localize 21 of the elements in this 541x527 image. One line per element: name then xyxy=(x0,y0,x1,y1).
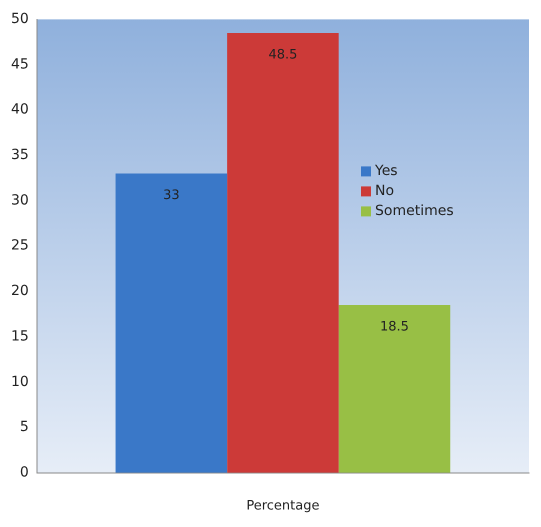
data-label: 33 xyxy=(163,188,180,203)
y-tick-label: 45 xyxy=(10,56,29,72)
x-axis-title: Percentage xyxy=(246,498,320,514)
legend-label: No xyxy=(375,183,394,200)
bar xyxy=(338,305,450,473)
legend-label: Yes xyxy=(374,163,398,180)
bar xyxy=(116,174,228,473)
data-label: 48.5 xyxy=(268,47,298,62)
y-tick-label: 0 xyxy=(20,464,29,480)
y-tick-label: 20 xyxy=(10,283,29,300)
bar xyxy=(227,33,339,473)
data-label: 18.5 xyxy=(380,319,409,334)
y-tick-label: 25 xyxy=(10,238,29,254)
y-tick-label: 15 xyxy=(10,328,29,344)
y-tick-label: 40 xyxy=(10,102,29,118)
y-tick-label: 5 xyxy=(20,419,29,436)
y-tick-label: 50 xyxy=(10,11,29,28)
y-tick-label: 10 xyxy=(10,374,29,390)
y-tick-label: 30 xyxy=(10,192,29,208)
y-tick-label: 35 xyxy=(10,147,29,164)
legend-label: Sometimes xyxy=(375,203,454,220)
